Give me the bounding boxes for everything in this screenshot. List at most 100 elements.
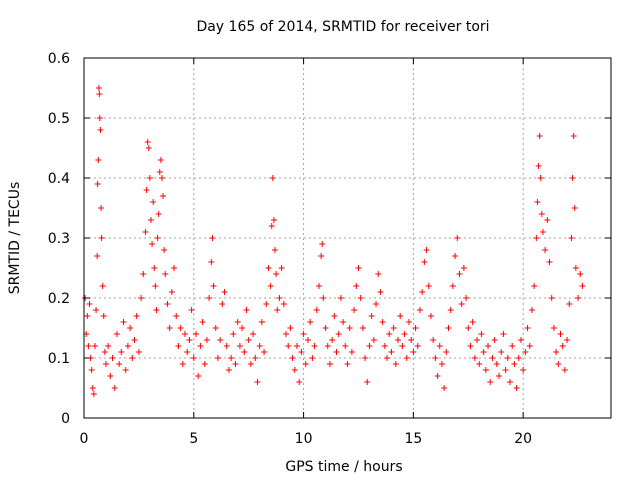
data-point <box>491 337 498 343</box>
data-point <box>100 313 107 319</box>
data-point <box>381 343 388 349</box>
data-point <box>228 355 235 361</box>
data-point <box>113 331 120 337</box>
data-point <box>432 355 439 361</box>
x-tick-label: 5 <box>189 431 198 447</box>
data-point <box>533 235 540 241</box>
data-point <box>142 229 149 235</box>
data-point <box>225 367 232 373</box>
data-point <box>272 247 279 253</box>
x-tick-labels: 0 5 10 15 20 <box>80 431 533 447</box>
data-point <box>342 343 349 349</box>
y-tick-labels: 0 0.1 0.2 0.3 0.4 0.5 0.6 <box>48 51 70 427</box>
data-point <box>209 235 216 241</box>
data-point <box>517 337 524 343</box>
data-point <box>493 361 500 367</box>
data-point <box>84 313 91 319</box>
y-tick-label: 0.5 <box>48 111 70 127</box>
data-point <box>212 325 219 331</box>
data-point <box>515 355 522 361</box>
data-point <box>120 319 127 325</box>
data-point <box>188 307 195 313</box>
data-point <box>550 325 557 331</box>
data-point <box>168 289 175 295</box>
data-point <box>436 343 443 349</box>
x-tick-label: 0 <box>80 431 89 447</box>
y-tick-label: 0 <box>61 411 70 427</box>
y-tick-label: 0.4 <box>48 171 70 187</box>
data-point <box>476 361 483 367</box>
data-point <box>370 337 377 343</box>
data-point <box>94 253 101 259</box>
data-point <box>138 295 145 301</box>
data-point <box>467 343 474 349</box>
data-point <box>344 361 351 367</box>
x-tick-label: 10 <box>295 431 313 447</box>
data-point <box>296 379 303 385</box>
data-point <box>392 361 399 367</box>
data-point <box>241 349 248 355</box>
data-point <box>408 337 415 343</box>
data-point <box>319 241 326 247</box>
data-point <box>102 361 109 367</box>
data-point <box>359 325 366 331</box>
data-point <box>434 373 441 379</box>
data-point <box>171 265 178 271</box>
data-points <box>82 85 586 397</box>
data-point <box>116 361 123 367</box>
data-point <box>95 85 102 91</box>
data-point <box>302 361 309 367</box>
data-point <box>98 205 105 211</box>
data-point <box>90 391 97 397</box>
data-point <box>166 325 173 331</box>
data-point <box>353 283 360 289</box>
data-point <box>572 265 579 271</box>
data-point <box>239 325 246 331</box>
y-tick-label: 0.3 <box>48 231 70 247</box>
data-point <box>93 307 100 313</box>
data-point <box>324 343 331 349</box>
data-point <box>124 343 131 349</box>
data-point <box>160 193 167 199</box>
data-point <box>278 265 285 271</box>
data-point <box>526 343 533 349</box>
data-point <box>575 295 582 301</box>
data-point <box>346 325 353 331</box>
data-point <box>88 367 95 373</box>
data-point <box>364 379 371 385</box>
data-point <box>190 355 197 361</box>
data-point <box>313 307 320 313</box>
data-point <box>474 337 481 343</box>
data-point <box>175 343 182 349</box>
data-point <box>111 385 118 391</box>
data-point <box>502 367 509 373</box>
data-point <box>463 295 470 301</box>
data-point <box>471 355 478 361</box>
data-point <box>419 289 426 295</box>
data-point <box>568 235 575 241</box>
data-point <box>405 319 412 325</box>
data-point <box>129 355 136 361</box>
data-point <box>96 115 103 121</box>
data-point <box>577 271 584 277</box>
data-point <box>155 211 162 217</box>
data-point <box>373 301 380 307</box>
data-point <box>263 301 270 307</box>
data-point <box>177 325 184 331</box>
data-point <box>531 283 538 289</box>
data-point <box>377 289 384 295</box>
data-point <box>362 355 369 361</box>
data-point <box>96 91 103 97</box>
data-point <box>520 367 527 373</box>
data-point <box>86 301 93 307</box>
data-point <box>534 199 541 205</box>
data-point <box>291 367 298 373</box>
data-point <box>441 385 448 391</box>
data-point <box>564 337 571 343</box>
data-point <box>133 313 140 319</box>
data-point <box>97 127 104 133</box>
data-point <box>184 349 191 355</box>
data-point <box>267 283 274 289</box>
data-point <box>247 361 254 367</box>
data-point <box>161 247 168 253</box>
